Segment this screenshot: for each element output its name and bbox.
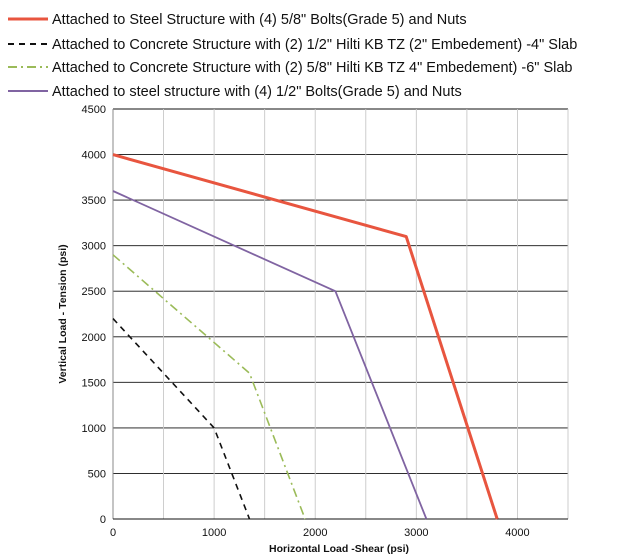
y-tick-label: 2000	[82, 332, 106, 344]
legend-label-4: Attached to steel structure with (4) 1/2…	[52, 84, 462, 100]
x-tick-label: 3000	[404, 527, 428, 539]
x-axis-title: Horizontal Load -Shear (psi)	[269, 543, 409, 555]
y-tick-label: 4000	[82, 150, 106, 162]
y-tick-label: 2500	[82, 286, 106, 298]
axes	[112, 109, 568, 520]
series-line-4	[112, 190, 428, 520]
tick-labels: 0 500 1000 1500 2000 2500 3000 3500 4000 4500 0 100…	[82, 104, 530, 539]
y-tick-label: 1000	[82, 423, 106, 435]
legend-label-2: Attached to Concrete Structure with (2) …	[52, 37, 577, 53]
x-tick-label: 4000	[505, 527, 529, 539]
series-line-3	[112, 254, 306, 520]
x-tick-label: 0	[110, 527, 116, 539]
x-tick-label: 1000	[202, 527, 226, 539]
y-tick-label: 1500	[82, 377, 106, 389]
y-tick-label: 3000	[82, 241, 106, 253]
legend-label-1: Attached to Steel Structure with (4) 5/8…	[52, 12, 467, 28]
grid	[113, 108, 569, 520]
y-tick-label: 4500	[82, 104, 106, 116]
y-tick-label: 3500	[82, 195, 106, 207]
legend: Attached to Steel Structure with (4) 5/8…	[8, 12, 577, 100]
series-line-1	[112, 153, 499, 520]
legend-label-3: Attached to Concrete Structure with (2) …	[52, 60, 572, 76]
x-tick-label: 2000	[303, 527, 327, 539]
y-tick-label: 0	[100, 514, 106, 526]
y-axis-title: Vertical Load - Tension (psi)	[57, 244, 69, 383]
series-line-2	[112, 318, 251, 520]
y-tick-label: 500	[88, 468, 106, 480]
series-lines	[112, 153, 499, 520]
